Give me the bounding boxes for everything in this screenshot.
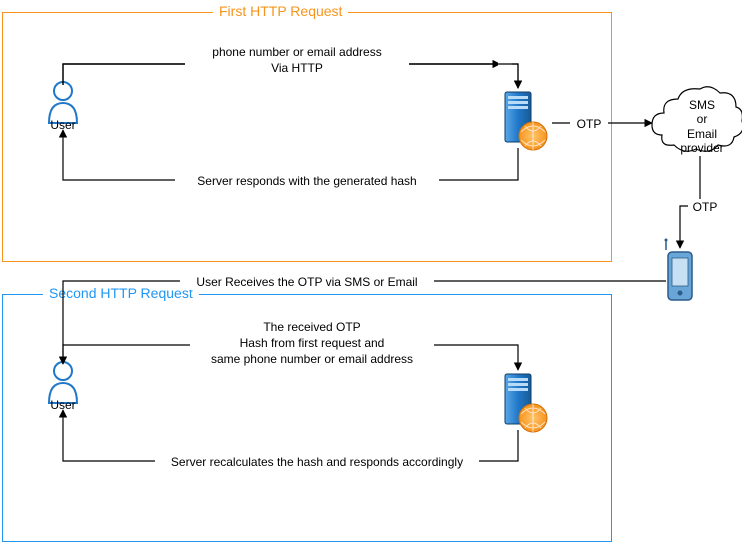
user2-label: User (50, 398, 76, 412)
label-req1-top: phone number or email address Via HTTP (185, 44, 409, 76)
label-otp1: OTP (570, 116, 608, 132)
phone-icon (665, 239, 693, 301)
label-req2-bottom: Server recalculates the hash and respond… (155, 454, 479, 470)
user1-label: User (50, 118, 76, 132)
panel2-title: Second HTTP Request (43, 285, 199, 301)
label-otp2: OTP (688, 199, 722, 215)
label-req2-top: The received OTP Hash from first request… (190, 319, 434, 368)
cloud-text: SMS or Email provider (674, 98, 730, 156)
label-mid: User Receives the OTP via SMS or Email (180, 274, 434, 290)
label-req1-bottom: Server responds with the generated hash (175, 173, 439, 189)
panel1-title: First HTTP Request (213, 3, 348, 19)
